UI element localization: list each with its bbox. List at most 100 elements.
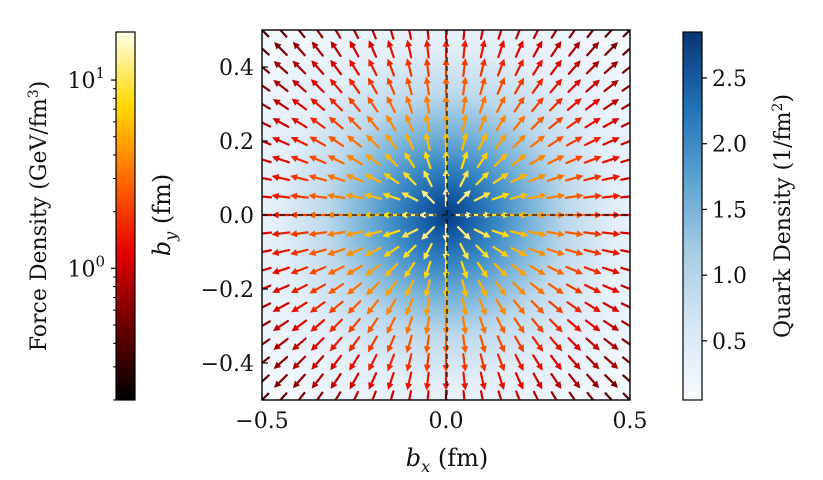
force-arrow: [271, 174, 291, 182]
force-arrow: [459, 169, 469, 188]
force-arrow: [461, 132, 469, 151]
force-arrow: [442, 150, 450, 170]
quiver-plot: −0.5 0.0 0.5 −0.4 −0.2 0.0 0.2 0.4 bx (fm) by …: [148, 29, 648, 476]
force-arrow: [423, 76, 431, 96]
force-arrow: [620, 302, 630, 309]
force-arrow: [383, 245, 400, 257]
density-colorbar-gradient: [682, 31, 703, 401]
force-arrow: [408, 390, 413, 400]
density-colorbar-ticks: 0.5 1.0 1.5 2.0 2.5: [702, 67, 747, 355]
force-arrow: [262, 158, 272, 164]
force-arrow: [566, 319, 582, 332]
force-arrow: [421, 190, 436, 204]
force-arrow: [311, 373, 324, 389]
force-arrow: [349, 372, 360, 390]
force-arrow: [462, 30, 466, 41]
force-arrow: [346, 282, 363, 295]
force-arrow: [442, 260, 450, 280]
force-arrow: [404, 152, 416, 169]
force-arrow: [622, 392, 630, 400]
force-arrow: [274, 42, 288, 56]
x-axis-label: bx (fm): [406, 444, 488, 476]
force-arrow: [531, 317, 544, 333]
force-arrow: [620, 284, 630, 291]
force-arrow: [604, 42, 618, 56]
force-arrow: [620, 158, 630, 164]
force-arrow: [512, 115, 526, 131]
force-arrow: [602, 136, 620, 146]
force-arrow: [548, 300, 564, 314]
force-arrow: [330, 354, 343, 371]
force-arrow: [510, 173, 528, 184]
force-arrow: [346, 264, 363, 276]
force-arrow: [272, 118, 290, 128]
force-arrow: [271, 266, 291, 275]
force-arrow: [327, 174, 346, 182]
force-arrow: [327, 248, 346, 256]
force-arrow: [262, 139, 272, 146]
force-arrow: [478, 114, 487, 132]
force-arrow: [565, 136, 583, 147]
force-arrow: [423, 132, 431, 151]
force-arrow: [460, 260, 469, 280]
force-arrow: [262, 231, 273, 235]
force-arrow: [423, 113, 431, 133]
force-arrow: [622, 30, 630, 38]
force-arrow: [401, 228, 419, 238]
force-arrow: [442, 169, 450, 189]
force-arrow: [549, 59, 562, 76]
force-arrow: [386, 77, 396, 95]
force-arrow: [603, 355, 619, 369]
force-arrow: [442, 334, 450, 354]
force-arrow: [368, 58, 378, 77]
force-arrow: [310, 98, 326, 111]
force-arrow: [405, 279, 415, 298]
force-arrow: [385, 280, 398, 297]
force-colorbar-label: Force Density (GeV/fm3): [26, 81, 52, 352]
force-arrow: [384, 263, 399, 277]
force-colorbar-gradient: [115, 31, 136, 401]
force-arrow: [565, 174, 584, 182]
force-arrow: [309, 117, 326, 129]
force-arrow: [496, 335, 506, 353]
force-arrow: [349, 354, 360, 371]
force-arrow: [549, 354, 562, 371]
force-arrow: [566, 98, 582, 111]
force-arrow: [479, 30, 484, 40]
force-arrow: [584, 136, 602, 147]
force-arrow: [262, 30, 270, 38]
force-arrow: [583, 230, 603, 238]
force-arrow: [479, 390, 484, 400]
force-arrow: [567, 79, 582, 93]
x-tick-label: 0.0: [429, 409, 464, 434]
force-arrow: [444, 30, 448, 41]
force-arrow: [262, 302, 272, 309]
force-arrow: [291, 319, 308, 332]
force-arrow: [273, 61, 289, 75]
force-arrow: [620, 139, 630, 146]
density-colorbar: 0.5 1.0 1.5 2.0 2.5 Quark Density (1/fm2): [682, 31, 796, 401]
force-arrow: [292, 79, 307, 93]
force-arrow: [567, 355, 581, 370]
density-tick-label: 2.0: [712, 133, 747, 158]
force-arrow: [461, 371, 469, 391]
force-arrow: [496, 353, 506, 372]
force-arrow: [550, 372, 562, 389]
force-arrow: [584, 319, 601, 332]
force-arrow: [349, 40, 360, 58]
force-arrow: [442, 241, 450, 261]
force-arrow: [584, 117, 601, 129]
force-arrow: [383, 173, 400, 185]
force-arrow: [389, 30, 395, 40]
force-arrow: [271, 230, 291, 238]
force-arrow: [585, 355, 600, 370]
force-arrow: [583, 155, 602, 164]
force-arrow: [530, 116, 545, 130]
force-arrow: [330, 372, 342, 389]
force-arrow: [548, 318, 563, 333]
force-arrow: [585, 79, 600, 93]
force-arrow: [386, 39, 395, 59]
force-arrow: [386, 58, 396, 77]
force-arrow: [477, 279, 487, 298]
force-arrow: [290, 155, 309, 164]
